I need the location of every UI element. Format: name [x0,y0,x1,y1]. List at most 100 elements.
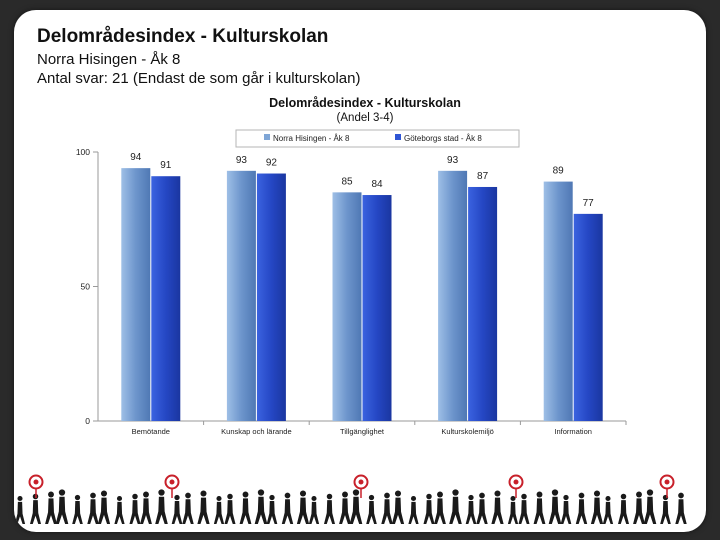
person-body-icon [507,501,519,524]
bar-1-1 [256,173,286,421]
category-label-1: Kunskap och lärande [221,427,291,436]
person-body-icon [533,498,546,524]
chart-subtitle: (Andel 3-4) [337,112,394,124]
person-body-icon [324,500,335,524]
target-center-icon [33,479,39,485]
person-head-icon [269,494,275,501]
person-head-icon [132,493,138,500]
person-head-icon [384,492,390,499]
data-label-0-0: 94 [130,152,142,163]
person-head-icon [551,489,559,496]
person-body-icon [660,501,671,524]
data-label-0-1: 93 [236,155,248,166]
target-center-icon [358,479,364,485]
person-body-icon [30,500,41,524]
person-body-icon [224,500,236,524]
person-body-icon [339,498,351,524]
person-body-icon [140,498,152,524]
person-head-icon [593,490,601,497]
person-body-icon [518,500,530,524]
category-label-4: Information [554,427,592,436]
person-head-icon [326,493,333,500]
person-body-icon [434,498,446,524]
bar-1-0 [151,176,181,421]
person-body-icon [72,501,83,524]
person-head-icon [636,491,642,498]
person-head-icon [620,493,627,500]
bar-0-3 [438,170,468,421]
category-label-3: Kulturskolemiljö [441,427,494,436]
person-head-icon [578,492,585,499]
person-head-icon [116,495,123,502]
person-body-icon [633,498,645,524]
person-head-icon [17,495,23,502]
person-body-icon [182,499,194,524]
person-head-icon [200,490,207,497]
data-label-0-2: 85 [341,176,353,187]
person-body-icon [97,497,111,524]
legend-label-1: Göteborgs stad - Åk 8 [404,134,482,143]
data-label-1-4: 77 [583,198,595,209]
person-head-icon [479,492,485,499]
respondent-count: Antal svar: 21 (Endast de som går i kult… [37,70,361,87]
person-head-icon [90,492,96,499]
person-head-icon [342,491,348,498]
person-body-icon [560,501,572,524]
person-head-icon [100,490,108,497]
legend-label-0: Norra Hisingen - Åk 8 [273,134,350,143]
person-head-icon [284,492,291,499]
person-body-icon [129,500,141,524]
person-head-icon [185,492,191,499]
person-head-icon [158,489,165,496]
legend-box [235,129,520,148]
person-body-icon [675,499,687,524]
person-body-icon [590,497,604,524]
category-label-0: Bemötande [132,427,170,436]
person-head-icon [352,489,360,496]
y-tick-label: 50 [81,282,91,292]
person-head-icon [368,494,375,501]
person-body-icon [491,497,504,524]
person-body-icon [197,497,210,524]
person-body-icon [296,497,310,524]
bar-chart: Delområdesindex - Kulturskolan (Andel 3-4… [76,96,627,436]
person-body-icon [114,501,125,524]
person-head-icon [311,495,317,502]
person-body-icon [155,496,168,524]
person-head-icon [299,490,307,497]
person-head-icon [48,491,54,498]
bar-1-4 [573,213,603,421]
person-head-icon [394,490,402,497]
person-head-icon [257,489,265,496]
person-head-icon [510,495,516,502]
person-body-icon [449,496,462,524]
person-head-icon [452,489,459,496]
person-body-icon [87,499,99,524]
person-head-icon [242,491,249,498]
page-subtitle: Norra Hisingen - Åk 8 [37,51,181,68]
person-head-icon [74,494,81,501]
person-head-icon [521,493,527,500]
data-label-1-2: 84 [371,179,383,190]
person-head-icon [646,489,654,496]
person-head-icon [216,495,222,502]
person-body-icon [14,501,26,524]
person-body-icon [618,500,629,524]
person-head-icon [678,492,684,499]
person-body-icon [643,496,657,524]
person-body-icon [266,501,278,524]
person-head-icon [437,491,443,498]
category-label-2: Tillgänglighet [340,427,385,436]
person-body-icon [476,499,488,524]
person-body-icon [239,498,252,524]
person-body-icon [381,499,393,524]
chart-title: Delområdesindex - Kulturskolan [269,96,461,110]
person-head-icon [468,494,474,501]
person-head-icon [58,489,66,496]
bar-0-2 [332,192,362,421]
bar-0-4 [543,181,573,421]
legend-swatch-1 [395,134,401,140]
person-head-icon [410,495,417,502]
person-body-icon [408,501,419,524]
person-body-icon [548,496,562,524]
